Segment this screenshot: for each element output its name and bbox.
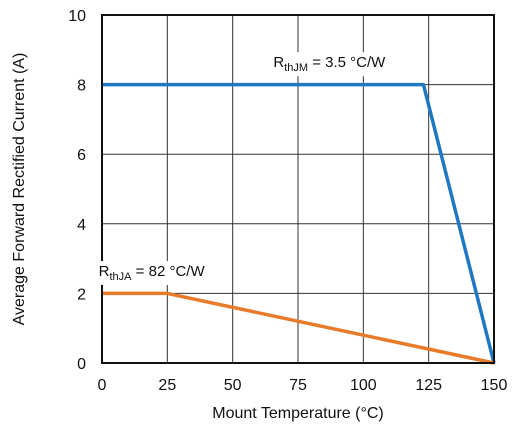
- annotation-0: RthJM = 3.5 °C/W: [269, 52, 391, 77]
- x-tick-label: 25: [158, 377, 176, 394]
- annotation-background: [94, 261, 210, 285]
- series-line-0: [102, 82, 496, 364]
- x-tick-label: 0: [98, 377, 107, 394]
- x-tick-label: 75: [289, 377, 307, 394]
- x-axis-label: Mount Temperature (°C): [212, 405, 384, 422]
- y-tick-label: 6: [77, 147, 86, 164]
- x-tick-label: 100: [350, 377, 377, 394]
- y-axis-label: Average Forward Rectified Current (A): [11, 53, 28, 326]
- y-tick-label: 4: [77, 217, 86, 234]
- series-group: [102, 82, 496, 365]
- series-line-1: [102, 291, 495, 365]
- y-tick-label: 0: [77, 356, 86, 373]
- annotation-label: RthJM = 3.5 °C/W: [273, 54, 386, 74]
- y-tick-label: 2: [77, 286, 86, 303]
- x-tick-label: 50: [224, 377, 242, 394]
- x-tick-label: 150: [481, 377, 508, 394]
- annotation-label: RthJA = 82 °C/W: [99, 263, 206, 283]
- y-tick-labels: 0 2 4 6 8 10: [68, 8, 86, 373]
- y-tick-label: 10: [68, 8, 86, 25]
- annotations: RthJM = 3.5 °C/W RthJA = 82 °C/W: [94, 52, 391, 285]
- plot-frame: [101, 14, 495, 364]
- annotation-background: [269, 52, 391, 77]
- annotation-1: RthJA = 82 °C/W: [94, 261, 210, 285]
- x-tick-labels: 0 25 50 75 100 125 150: [98, 377, 508, 394]
- y-tick-label: 8: [77, 78, 86, 95]
- x-tick-label: 125: [415, 377, 442, 394]
